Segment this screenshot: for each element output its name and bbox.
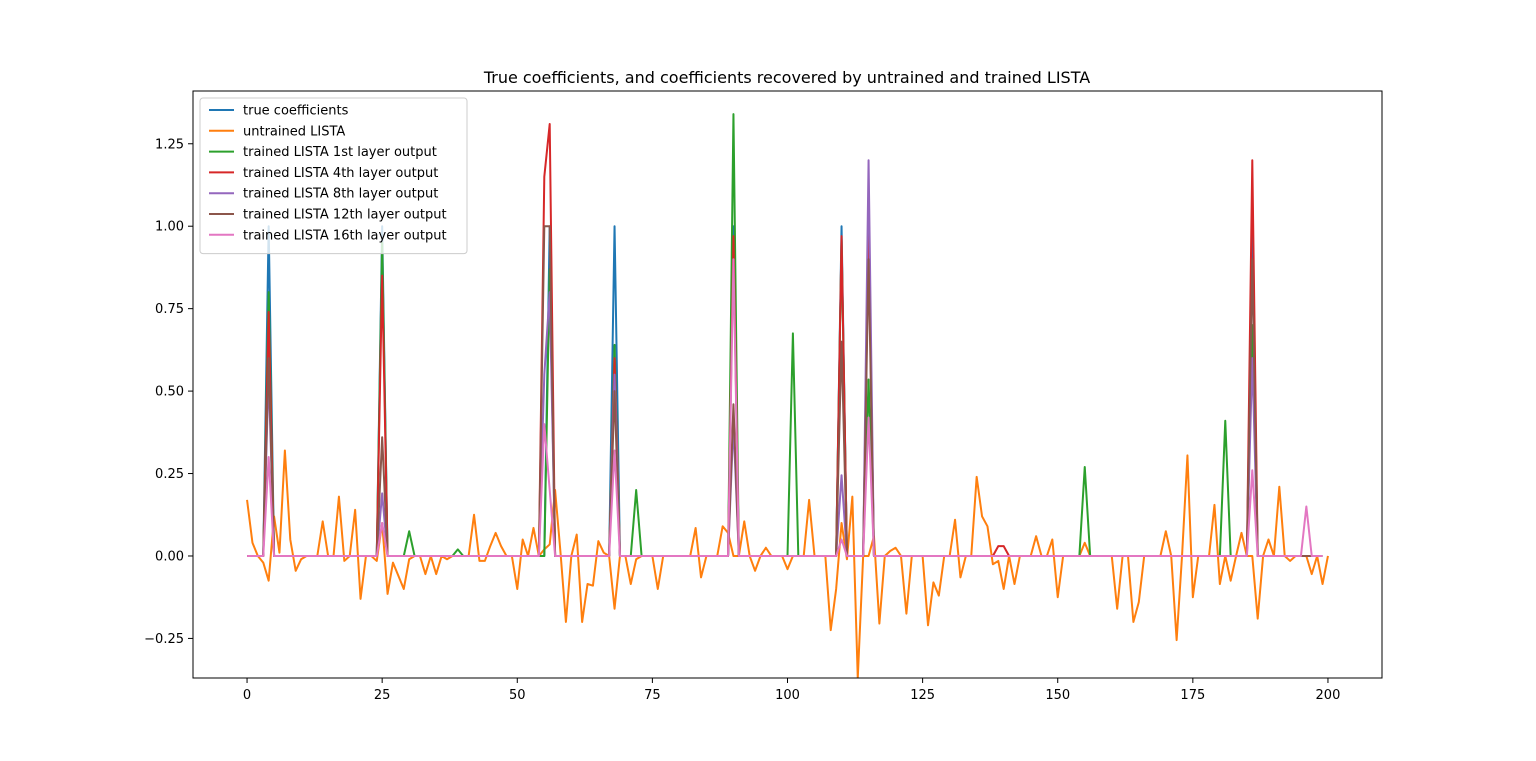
y-tick-label: 1.00 [155,220,184,235]
x-tick-label: 0 [243,688,251,703]
x-tick-label: 150 [1045,688,1070,703]
y-tick-label: 0.75 [155,302,184,317]
legend-label-3: trained LISTA 4th layer output [243,166,438,181]
series-line-6 [247,258,1323,557]
x-tick-label: 100 [775,688,800,703]
x-tick-label: 75 [644,688,661,703]
x-tick-label: 175 [1180,688,1205,703]
legend-label-2: trained LISTA 1st layer output [243,145,437,160]
legend-label-5: trained LISTA 12th layer output [243,208,447,223]
y-tick-label: 0.50 [155,385,184,400]
x-axis: 0 25 50 75 100 125 150 175 200 [243,678,1340,703]
legend-label-1: untrained LISTA [243,124,345,139]
legend-box [199,97,468,255]
x-tick-label: 200 [1316,688,1341,703]
legend-label-6: trained LISTA 16th layer output [243,228,447,243]
x-tick-label: 50 [509,688,526,703]
y-tick-label: 1.25 [155,137,184,152]
y-tick-label: 0.00 [155,549,184,564]
y-tick-label: 0.25 [155,467,184,482]
legend-label-0: true coefficients [243,104,349,119]
y-axis: −0.25 0.00 0.25 0.50 0.75 1.00 1.25 [144,137,193,647]
x-tick-label: 25 [374,688,391,703]
legend-label-4: trained LISTA 8th layer output [243,187,438,202]
legend: true coefficients untrained LISTA trained … [199,97,468,255]
x-tick-label: 125 [910,688,935,703]
series-layer [246,113,1329,678]
chart-title: True coefficients, and coefficients reco… [483,68,1090,87]
y-tick-label: −0.25 [144,632,184,647]
